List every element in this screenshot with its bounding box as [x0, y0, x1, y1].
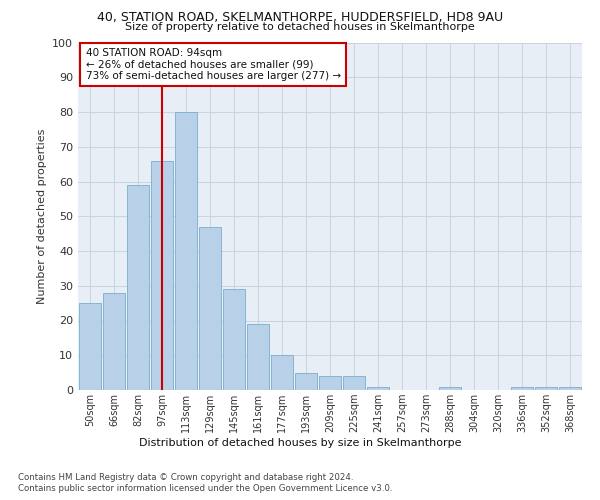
Text: Distribution of detached houses by size in Skelmanthorpe: Distribution of detached houses by size … — [139, 438, 461, 448]
Bar — [535, 386, 557, 390]
Bar — [247, 324, 269, 390]
Bar — [175, 112, 197, 390]
Text: Contains public sector information licensed under the Open Government Licence v3: Contains public sector information licen… — [18, 484, 392, 493]
Bar — [319, 376, 341, 390]
Text: Contains HM Land Registry data © Crown copyright and database right 2024.: Contains HM Land Registry data © Crown c… — [18, 472, 353, 482]
Bar — [223, 289, 245, 390]
Bar — [559, 386, 581, 390]
Bar — [295, 372, 317, 390]
Bar — [151, 160, 173, 390]
Text: 40, STATION ROAD, SKELMANTHORPE, HUDDERSFIELD, HD8 9AU: 40, STATION ROAD, SKELMANTHORPE, HUDDERS… — [97, 11, 503, 24]
Bar — [199, 226, 221, 390]
Bar — [127, 185, 149, 390]
Bar — [79, 303, 101, 390]
Bar — [439, 386, 461, 390]
Bar — [367, 386, 389, 390]
Bar — [511, 386, 533, 390]
Bar — [271, 355, 293, 390]
Text: Size of property relative to detached houses in Skelmanthorpe: Size of property relative to detached ho… — [125, 22, 475, 32]
Y-axis label: Number of detached properties: Number of detached properties — [37, 128, 47, 304]
Bar — [103, 292, 125, 390]
Text: 40 STATION ROAD: 94sqm
← 26% of detached houses are smaller (99)
73% of semi-det: 40 STATION ROAD: 94sqm ← 26% of detached… — [86, 48, 341, 81]
Bar — [343, 376, 365, 390]
